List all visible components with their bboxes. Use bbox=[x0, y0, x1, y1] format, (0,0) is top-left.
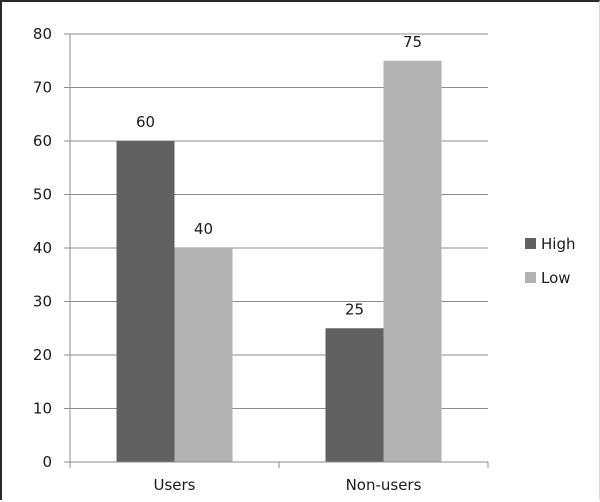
bar-low-non-users bbox=[383, 60, 442, 462]
bars bbox=[116, 60, 442, 462]
data-label: 25 bbox=[345, 300, 364, 318]
legend-label-low: Low bbox=[541, 269, 571, 287]
y-tick-label: 50 bbox=[33, 186, 52, 204]
data-label: 40 bbox=[194, 220, 213, 238]
y-tick-label: 10 bbox=[33, 400, 52, 418]
legend: High Low bbox=[525, 235, 575, 287]
y-tick-label: 80 bbox=[33, 25, 52, 43]
legend-label-high: High bbox=[541, 235, 575, 253]
bar-high-users bbox=[116, 141, 175, 462]
y-tick-label: 60 bbox=[33, 132, 52, 150]
data-label: 75 bbox=[403, 33, 422, 51]
legend-swatch-low bbox=[525, 272, 536, 283]
data-label: 60 bbox=[136, 113, 155, 131]
bar-high-non-users bbox=[325, 328, 384, 462]
y-tick-label: 40 bbox=[33, 239, 52, 257]
legend-swatch-high bbox=[525, 238, 536, 249]
axes bbox=[64, 33, 489, 468]
y-tick-label: 0 bbox=[42, 453, 52, 471]
y-tick-label: 70 bbox=[33, 79, 52, 97]
y-tick-label: 30 bbox=[33, 293, 52, 311]
x-tick-label: Non-users bbox=[346, 476, 422, 494]
y-tick-label: 20 bbox=[33, 346, 52, 364]
bar-low-users bbox=[174, 248, 233, 462]
labels: 0 10 20 30 40 50 60 70 80 60 40 Users 25 75 Non-users bbox=[33, 25, 422, 494]
x-tick-label: Users bbox=[153, 476, 195, 494]
